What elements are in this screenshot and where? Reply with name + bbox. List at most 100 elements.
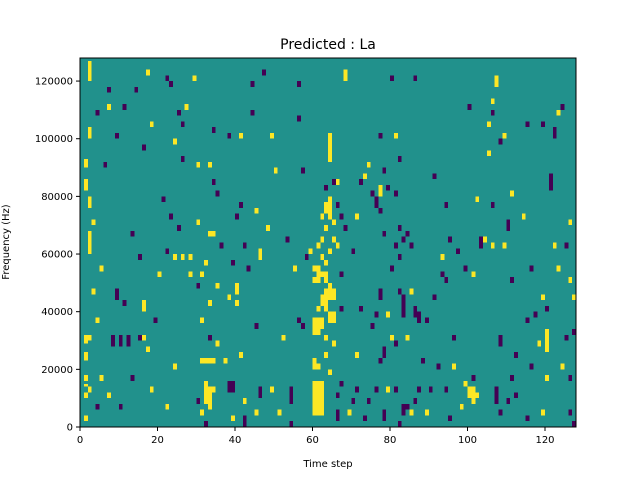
heatmap-cell: [463, 265, 468, 272]
heatmap-cell: [312, 380, 317, 416]
heatmap-cell: [564, 242, 569, 249]
heatmap-cell: [312, 265, 317, 272]
heatmap-cell: [525, 317, 530, 324]
heatmap-cell: [196, 282, 201, 289]
heatmap-cell: [339, 305, 344, 312]
heatmap-cell: [452, 363, 456, 370]
heatmap-cell: [393, 132, 398, 139]
heatmap-cell: [107, 86, 112, 93]
heatmap-cell: [204, 380, 208, 404]
heatmap-cell: [297, 317, 301, 324]
heatmap-cell: [409, 288, 414, 295]
heatmap-cell: [149, 386, 154, 393]
heatmap-cell: [498, 409, 503, 416]
x-tick-label: 40: [229, 435, 242, 446]
x-tick-label: 20: [151, 435, 164, 446]
heatmap-cell: [269, 386, 274, 393]
heatmap-cell: [401, 236, 406, 243]
heatmap-cell: [138, 254, 143, 260]
heatmap-cell: [436, 363, 441, 370]
heatmap-cell: [180, 121, 185, 128]
heatmap-cell: [339, 271, 344, 278]
heatmap-cell: [196, 398, 201, 404]
heatmap-cell: [316, 242, 321, 249]
heatmap-cell: [397, 421, 402, 427]
plot-frame: [79, 57, 577, 428]
heatmap-cell: [370, 323, 375, 329]
heatmap-cell: [277, 409, 282, 416]
x-tick-label: 80: [384, 435, 397, 446]
heatmap-cell: [273, 167, 278, 174]
heatmap-cell: [324, 288, 329, 312]
heatmap-cell: [289, 421, 294, 427]
heatmap-cell: [490, 98, 495, 105]
heatmap-cell: [452, 334, 456, 341]
heatmap-cell: [390, 265, 394, 272]
heatmap-cell: [320, 254, 325, 260]
heatmap-cell: [312, 277, 317, 283]
heatmap-cell: [397, 254, 402, 260]
heatmap-cell: [83, 158, 88, 168]
heatmap-cell: [297, 81, 301, 87]
heatmap-cell: [514, 392, 518, 399]
heatmap-cell: [215, 282, 220, 289]
heatmap-cell: [355, 352, 360, 358]
heatmap-cell: [207, 334, 212, 341]
heatmap-cell: [343, 225, 348, 231]
heatmap-cell: [444, 386, 449, 393]
heatmap-cell: [111, 334, 115, 347]
heatmap-cell: [331, 288, 336, 301]
heatmap-cell: [211, 127, 216, 133]
heatmap-cell: [207, 386, 212, 410]
heatmap-cell: [316, 380, 321, 416]
heatmap-cell: [510, 277, 515, 283]
heatmap-cell: [328, 132, 332, 162]
heatmap-cell: [165, 248, 170, 255]
heatmap-cell: [173, 254, 177, 260]
heatmap-cell: [397, 288, 402, 295]
heatmap-cell: [494, 75, 499, 87]
heatmap-cell: [188, 254, 193, 260]
heatmap-cell: [393, 190, 398, 197]
heatmap-cell: [145, 69, 150, 76]
heatmap-cell: [390, 75, 394, 82]
heatmap-cell: [153, 317, 158, 324]
heatmap-cell: [157, 271, 162, 278]
heatmap-cell: [204, 357, 208, 364]
heatmap-cell: [165, 403, 170, 410]
plot-area: [79, 57, 577, 428]
heatmap-cell: [374, 386, 379, 393]
heatmap-cell: [176, 225, 181, 231]
heatmap-cell: [401, 403, 406, 416]
heatmap-cell: [514, 352, 518, 358]
heatmap-cell: [320, 271, 325, 278]
heatmap-cell: [316, 317, 321, 335]
heatmap-cell: [393, 340, 398, 347]
heatmap-cell: [486, 150, 491, 157]
heatmap-cell: [351, 248, 356, 255]
heatmap-cell: [432, 294, 437, 301]
heatmap-cell: [87, 127, 92, 139]
heatmap-cell: [297, 115, 301, 122]
heatmap-cell: [463, 380, 468, 387]
heatmap-cell: [130, 375, 135, 381]
heatmap-cell: [362, 173, 367, 180]
heatmap-cell: [331, 219, 336, 226]
x-tick-label: 60: [306, 435, 319, 446]
heatmap-cell: [537, 340, 542, 347]
heatmap-cell: [502, 132, 507, 139]
heatmap-cell: [328, 248, 332, 255]
heatmap-cell: [444, 277, 449, 283]
heatmap-cell: [424, 317, 429, 324]
heatmap-cell: [378, 207, 383, 214]
heatmap-cell: [490, 109, 495, 116]
heatmap-cell: [83, 334, 88, 344]
heatmap-cell: [541, 294, 546, 301]
heatmap-cell: [238, 352, 243, 358]
heatmap-cell: [490, 242, 495, 249]
heatmap-cell: [339, 380, 344, 387]
heatmap-cell: [405, 403, 410, 410]
heatmap-cell: [103, 161, 108, 168]
heatmap-cell: [413, 75, 418, 82]
